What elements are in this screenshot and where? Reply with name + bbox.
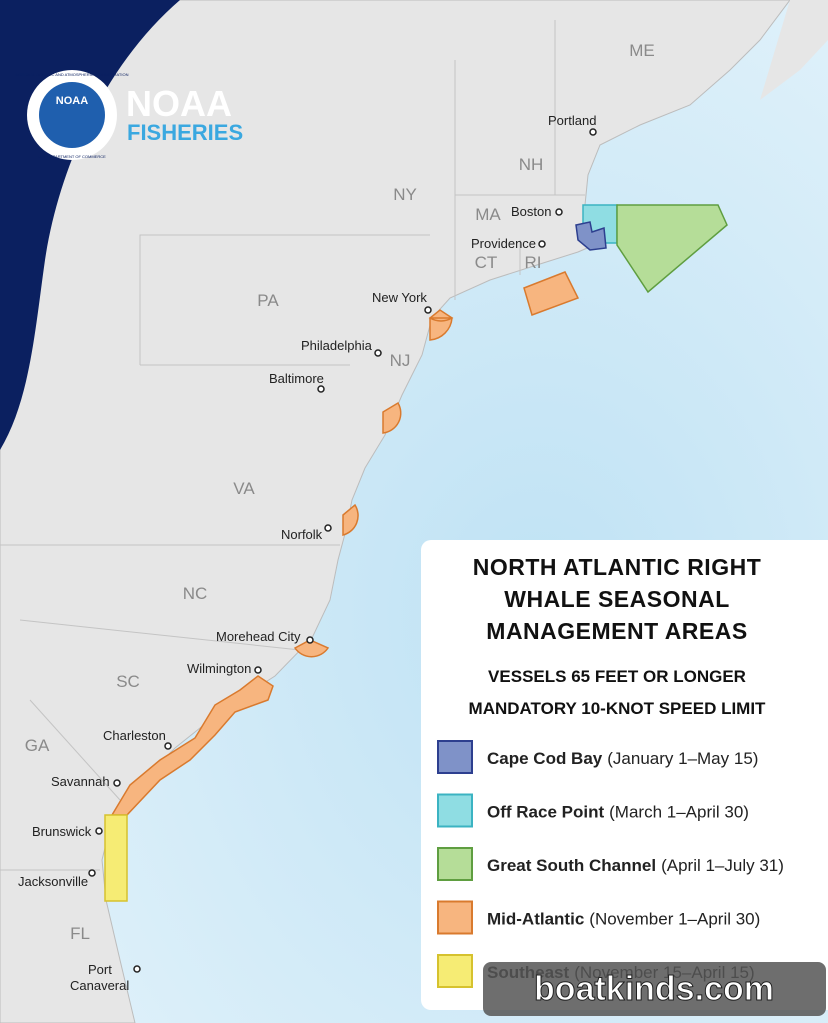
legend-item-dates: (January 1–May 15) [607, 749, 758, 768]
city-dot [324, 524, 332, 532]
legend-title: MANAGEMENT AREAS [486, 618, 747, 644]
city-dot [113, 779, 121, 787]
legend-item: Off Race Point (March 1–April 30) [487, 803, 749, 822]
city-label: Canaveral [70, 978, 129, 993]
zones [104, 204, 728, 902]
watermark-box [483, 962, 826, 1016]
zone-mid-atlantic [523, 271, 580, 316]
state-label: NJ [390, 351, 411, 370]
land [760, 0, 828, 100]
city-label: Port [88, 962, 112, 977]
state-label: CT [475, 253, 498, 272]
zone-great-south-channel [616, 204, 728, 294]
legend-item-dates: (March 1–April 30) [609, 803, 749, 822]
state-label: NH [519, 155, 544, 174]
state-label: RI [525, 253, 542, 272]
seal-ring-bottom: U.S. DEPARTMENT OF COMMERCE [38, 154, 106, 159]
city-dot [306, 636, 314, 644]
state-label: SC [116, 672, 140, 691]
legend-item-dates: (April 1–July 31) [661, 856, 784, 875]
city-label: Wilmington [187, 661, 251, 676]
city-dot [555, 208, 563, 216]
city-dot [95, 827, 103, 835]
city-dot [538, 240, 546, 248]
zone-cape-cod-bay [575, 221, 607, 251]
state-label: GA [25, 736, 50, 755]
state-label: VA [233, 479, 255, 498]
city-label: Philadelphia [301, 338, 373, 353]
city-label: Charleston [103, 728, 166, 743]
state-label: MA [475, 205, 501, 224]
legend-subtitle: VESSELS 65 FEET OR LONGER [488, 667, 746, 686]
legend-item: Great South Channel (April 1–July 31) [487, 856, 784, 875]
legend-item: Cape Cod Bay (January 1–May 15) [487, 749, 758, 768]
legend-item-name: Mid-Atlantic [487, 910, 584, 929]
state-label: NY [393, 185, 417, 204]
city-dot [317, 385, 325, 393]
zone-mid-atlantic [382, 401, 402, 434]
state-labels: ME NH NY MA CT RI PA NJ VA NC SC GA FL [25, 41, 655, 943]
zone-mid-atlantic [428, 309, 454, 341]
logo-line2: FISHERIES [127, 120, 243, 145]
city-dot [133, 965, 141, 973]
cities: Portland Boston Providence New York Phil… [18, 113, 597, 993]
borders [0, 20, 585, 871]
legend-item-name: Cape Cod Bay [487, 749, 603, 768]
state-label: FL [70, 924, 90, 943]
city-dot [164, 742, 172, 750]
legend-swatch [437, 847, 473, 881]
state-label: NC [183, 584, 208, 603]
legend-swatch [437, 900, 473, 935]
city-dot [374, 349, 382, 357]
city-label: Brunswick [32, 824, 92, 839]
legend: NORTH ATLANTIC RIGHT WHALE SEASONAL MANA… [421, 540, 828, 1010]
zone-mid-atlantic [342, 503, 359, 536]
legend-box [421, 540, 828, 1010]
watermark: boatkinds.com [483, 962, 826, 1016]
city-dot [589, 128, 597, 136]
city-dot [88, 869, 96, 877]
logo: NOAA NATIONAL OCEANIC AND ATMOSPHERIC AD… [16, 70, 243, 160]
city-label: Portland [548, 113, 596, 128]
watermark-text: boatkinds.com [534, 970, 774, 1008]
legend-swatch [437, 740, 473, 774]
city-label: Boston [511, 204, 551, 219]
logo-line1: NOAA [126, 83, 232, 124]
legend-title: WHALE SEASONAL [504, 586, 730, 612]
legend-item-name: Off Race Point [487, 803, 604, 822]
legend-item-name: Great South Channel [487, 856, 656, 875]
city-label: Baltimore [269, 371, 324, 386]
city-dot [254, 666, 262, 674]
zone-mid-atlantic [293, 639, 330, 658]
seal-text: NOAA [56, 95, 88, 107]
zone-southeast [104, 814, 128, 902]
legend-subtitle: MANDATORY 10-KNOT SPEED LIMIT [469, 699, 767, 718]
state-label: ME [629, 41, 655, 60]
city-label: New York [372, 290, 427, 305]
city-label: Morehead City [216, 629, 301, 644]
city-label: Jacksonville [18, 874, 88, 889]
legend-swatch [437, 954, 473, 988]
legend-item: Mid-Atlantic (November 1–April 30) [487, 910, 760, 929]
city-label: Savannah [51, 774, 110, 789]
city-label: Norfolk [281, 527, 323, 542]
legend-swatch [437, 793, 473, 828]
legend-item-dates: (November 1–April 30) [589, 910, 760, 929]
city-dot [424, 306, 432, 314]
seal-inner [39, 82, 105, 148]
legend-title: NORTH ATLANTIC RIGHT [473, 554, 762, 580]
state-label: PA [257, 291, 279, 310]
seal-ring-top: NATIONAL OCEANIC AND ATMOSPHERIC ADMINIS… [16, 72, 129, 77]
city-label: Providence [471, 236, 536, 251]
